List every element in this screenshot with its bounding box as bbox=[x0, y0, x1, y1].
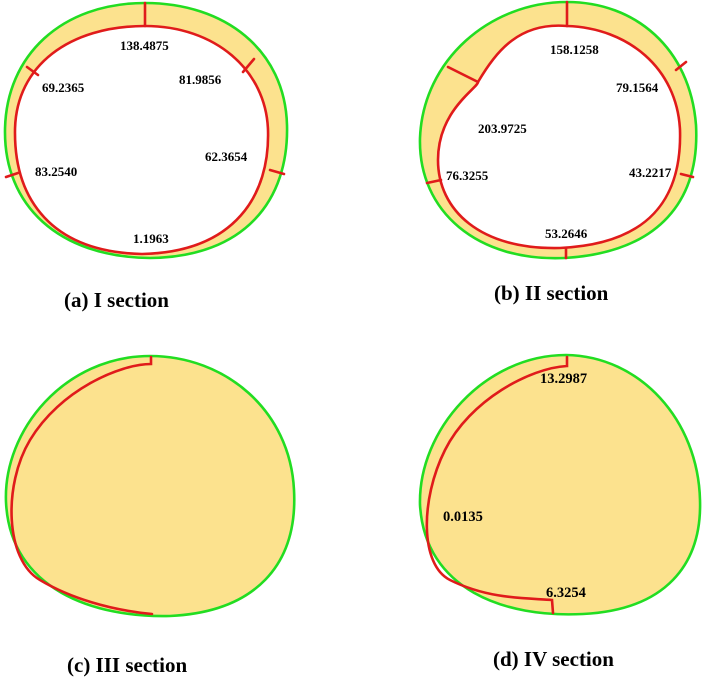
panel-b-value-5: 76.3255 bbox=[446, 168, 489, 183]
panel-d-cut-line bbox=[425, 355, 569, 615]
panel-b: 158.1258 79.1564 203.9725 43.2217 76.325… bbox=[418, 0, 698, 305]
panel-d-value-2: 0.0135 bbox=[443, 509, 483, 525]
panel-d-outer-boundary bbox=[418, 353, 702, 616]
panel-d-value-1: 13.2987 bbox=[540, 371, 587, 387]
panel-c-outer-boundary bbox=[4, 354, 296, 618]
panel-a-value-2: 81.9856 bbox=[179, 72, 222, 87]
panel-c-caption: (c) III section bbox=[67, 653, 187, 677]
panel-d-value-3: 6.3254 bbox=[546, 585, 586, 601]
panel-b-value-6: 53.2646 bbox=[545, 226, 588, 241]
panel-a-inner-boundary bbox=[13, 24, 270, 256]
panel-a-value-4: 62.3654 bbox=[205, 149, 248, 164]
panel-d: 13.2987 0.0135 6.3254 (d) IV section bbox=[418, 353, 702, 671]
panel-a-value-3: 69.2365 bbox=[42, 80, 85, 95]
panel-b-segment-joints bbox=[425, 0, 695, 260]
panel-b-value-3: 203.9725 bbox=[478, 121, 527, 136]
panel-b-caption: (b) II section bbox=[494, 281, 609, 305]
panel-a-segment-joints bbox=[4, 1, 286, 179]
panel-c-cut-line bbox=[10, 355, 154, 616]
panel-d-caption: (d) IV section bbox=[493, 647, 614, 671]
panel-a-value-1: 138.4875 bbox=[120, 38, 169, 53]
panel-a: 138.4875 81.9856 69.2365 62.3654 83.2540… bbox=[3, 1, 289, 312]
panel-a-value-5: 83.2540 bbox=[35, 164, 77, 179]
panel-a-value-6: 1.1963 bbox=[133, 231, 169, 246]
panel-b-value-4: 43.2217 bbox=[629, 165, 672, 180]
panel-b-value-2: 79.1564 bbox=[616, 80, 659, 95]
panel-b-value-1: 158.1258 bbox=[550, 42, 599, 57]
panel-a-caption: (a) I section bbox=[64, 288, 169, 312]
panel-c: (c) III section bbox=[4, 354, 296, 677]
